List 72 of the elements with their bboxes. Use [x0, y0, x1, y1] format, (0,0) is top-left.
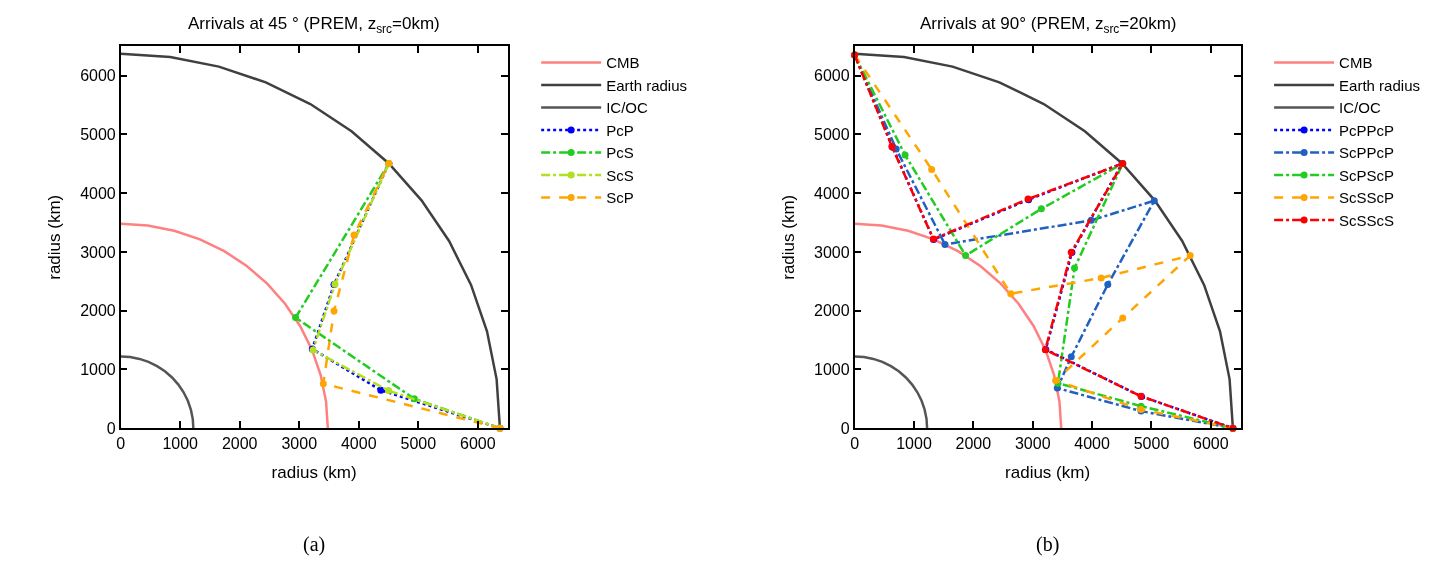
- point: [319, 380, 327, 388]
- x-tick-label: 3000: [1014, 435, 1051, 453]
- point: [1007, 290, 1015, 298]
- y-tick-label: 3000: [814, 243, 850, 261]
- point: [385, 387, 393, 395]
- line-series: [854, 222, 1063, 429]
- x-tick-label: 6000: [1193, 435, 1229, 453]
- point: [377, 386, 385, 394]
- y-tick-label: 1000: [814, 361, 850, 379]
- x-axis-title: radius (km): [271, 463, 357, 483]
- x-tick-label: 1000: [162, 435, 199, 453]
- x-tick-label: 6000: [460, 435, 496, 453]
- y-axis-title: radius (km): [45, 194, 65, 280]
- x-tick-label: 2000: [221, 435, 258, 453]
- text: (b): [1036, 533, 1060, 556]
- legend-label: ScSScS: [1339, 211, 1395, 229]
- point: [1186, 252, 1194, 260]
- point: [1119, 314, 1127, 322]
- legend-label: Earth radius: [606, 76, 688, 94]
- legend-label: ScP: [606, 189, 634, 207]
- point: [1071, 264, 1079, 272]
- x-tick-label: 5000: [1133, 435, 1170, 453]
- y-tick-label: 2000: [814, 302, 850, 320]
- y-axis-title: radius (km): [779, 194, 799, 280]
- y-tick-label: 4000: [814, 184, 850, 202]
- legend-label: ScPPcP: [1339, 144, 1395, 162]
- y-tick-label: 2000: [80, 302, 116, 320]
- legend-label: PcS: [606, 144, 634, 162]
- legend-label: CMB: [606, 54, 640, 72]
- legend-label: ScPScP: [1339, 166, 1395, 184]
- legend-label: CMB: [1339, 54, 1373, 72]
- legend-label: PcP: [606, 121, 634, 139]
- y-tick-label: 6000: [814, 67, 850, 85]
- legend-label: ScS: [606, 166, 634, 184]
- line-series: [854, 355, 929, 429]
- x-tick-label: 2000: [955, 435, 992, 453]
- point: [1097, 274, 1105, 282]
- y-tick-label: 3000: [80, 243, 116, 261]
- y-tick-label: 5000: [80, 126, 116, 144]
- chart-title: Arrivals at 45 ° (PREM, z$_{src}$=0km): [188, 14, 440, 36]
- legend-label: PcPPcP: [1339, 121, 1395, 139]
- legend-label: Earth radius: [1339, 76, 1420, 94]
- point: [1150, 197, 1158, 205]
- y-tick-label: 0: [106, 419, 116, 437]
- point: [928, 165, 936, 173]
- y-tick-label: 6000: [80, 67, 116, 85]
- point: [901, 151, 909, 159]
- point: [1037, 205, 1045, 213]
- x-axis-title: radius (km): [1005, 463, 1091, 483]
- point: [941, 240, 949, 248]
- x-tick-label: 5000: [400, 435, 437, 453]
- point: [1104, 281, 1112, 289]
- point: [1067, 353, 1075, 361]
- text: (a): [303, 533, 326, 556]
- y-tick-label: 5000: [814, 126, 850, 144]
- y-tick-label: 0: [840, 419, 850, 437]
- chart-title: Arrivals at 90° (PREM, z$_{src}$=20km): [920, 14, 1177, 36]
- legend-label: IC/OC: [1339, 99, 1381, 117]
- legend-label: IC/OC: [606, 99, 648, 117]
- y-tick-label: 1000: [80, 361, 116, 379]
- point: [350, 231, 358, 239]
- point: [330, 307, 338, 315]
- x-tick-label: 4000: [1074, 435, 1111, 453]
- legend-label: ScSScP: [1339, 189, 1395, 207]
- point: [292, 314, 300, 322]
- x-tick-label: 4000: [340, 435, 377, 453]
- y-tick-label: 4000: [80, 184, 116, 202]
- x-tick-label: 3000: [281, 435, 318, 453]
- line-series: [120, 222, 330, 429]
- point: [962, 252, 970, 260]
- x-tick-label: 1000: [896, 435, 932, 453]
- line-series: [120, 355, 195, 429]
